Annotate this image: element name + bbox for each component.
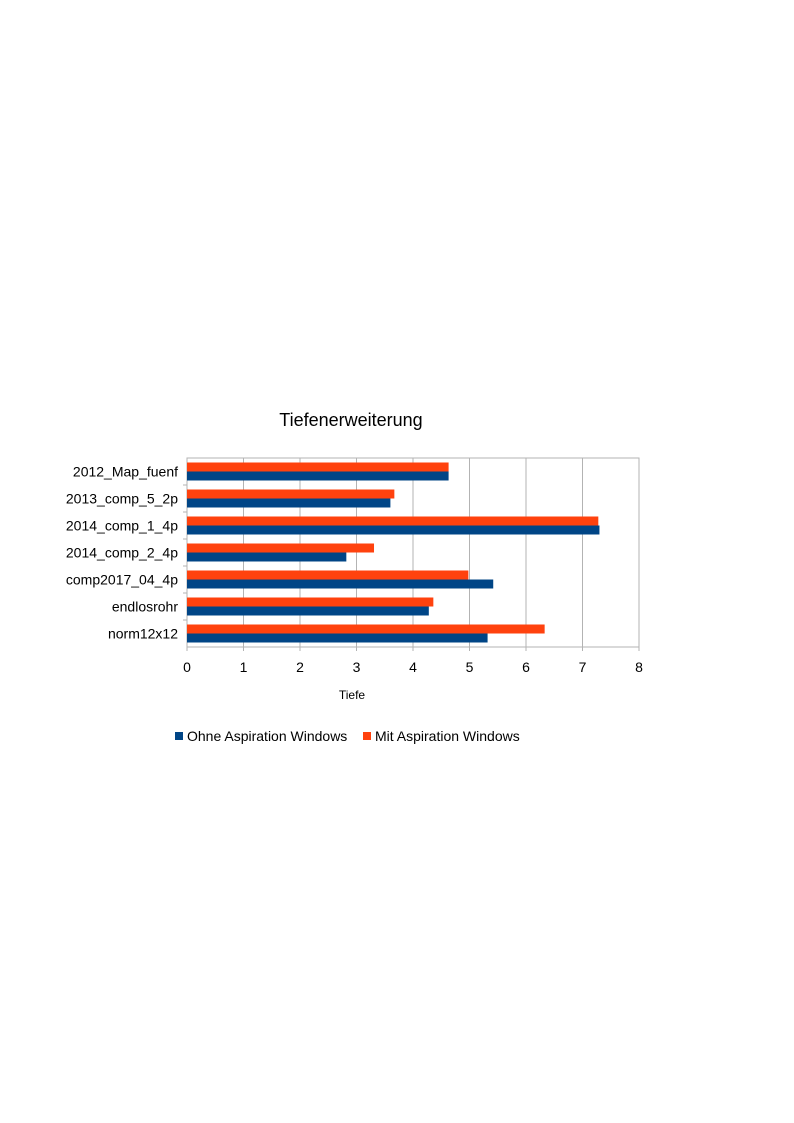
bar-ohne-aspiration (187, 633, 488, 643)
bar-ohne-aspiration (187, 525, 600, 535)
x-axis-label: Tiefe (339, 688, 366, 702)
bar-mit-aspiration (187, 489, 395, 499)
legend-swatch-mit (363, 732, 371, 740)
category-label: norm12x12 (108, 626, 178, 642)
legend: Ohne Aspiration Windows Mit Aspiration W… (175, 728, 520, 744)
x-tick-label: 0 (183, 659, 191, 675)
category-label: 2014_comp_2_4p (66, 545, 178, 561)
bar-ohne-aspiration (187, 552, 347, 562)
bar-ohne-aspiration (187, 498, 391, 508)
legend-swatch-ohne (175, 732, 183, 740)
x-tick-label: 4 (409, 659, 417, 675)
bar-mit-aspiration (187, 597, 434, 607)
category-labels: 2012_Map_fuenf 2013_comp_5_2p 2014_comp_1_… (66, 464, 178, 642)
x-tick-label: 1 (240, 659, 248, 675)
x-tick-label: 8 (635, 659, 643, 675)
legend-label-mit: Mit Aspiration Windows (375, 728, 520, 744)
category-label: endlosrohr (112, 599, 178, 615)
bar-mit-aspiration (187, 570, 469, 580)
chart-title: Tiefenerweiterung (279, 410, 422, 430)
x-tick-label: 6 (522, 659, 530, 675)
category-label: 2014_comp_1_4p (66, 518, 178, 534)
bar-ohne-aspiration (187, 471, 449, 481)
x-tick-label: 2 (296, 659, 304, 675)
legend-label-ohne: Ohne Aspiration Windows (187, 728, 347, 744)
bar-ohne-aspiration (187, 579, 494, 589)
category-label: 2013_comp_5_2p (66, 491, 178, 507)
category-label: 2012_Map_fuenf (73, 464, 178, 480)
bars (187, 462, 600, 643)
x-tick-labels: 0 1 2 3 4 5 6 7 8 (183, 659, 643, 675)
x-tick-label: 7 (579, 659, 587, 675)
bar-mit-aspiration (187, 462, 449, 472)
category-label: comp2017_04_4p (66, 572, 178, 588)
x-tick-label: 5 (466, 659, 474, 675)
bar-mit-aspiration (187, 624, 545, 634)
bar-mit-aspiration (187, 516, 599, 526)
bar-mit-aspiration (187, 543, 375, 553)
bar-ohne-aspiration (187, 606, 429, 616)
x-tick-label: 3 (353, 659, 361, 675)
